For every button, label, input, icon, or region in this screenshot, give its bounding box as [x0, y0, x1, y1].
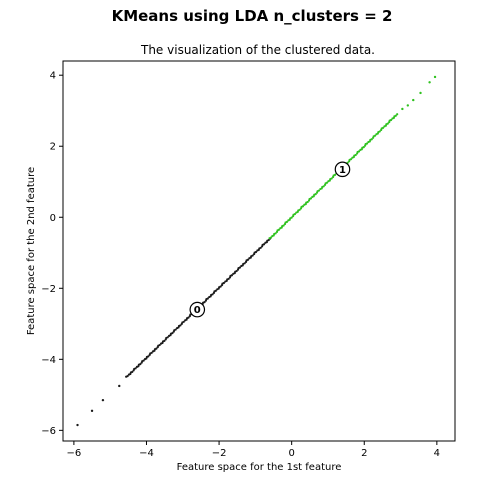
data-point-cluster-0: [134, 367, 137, 370]
data-point-cluster-0: [238, 266, 242, 269]
data-point-cluster-0: [163, 339, 166, 342]
data-point-cluster-1: [330, 177, 333, 180]
data-point-cluster-0: [101, 398, 105, 402]
data-point-cluster-0: [166, 336, 169, 339]
data-point-cluster-1: [373, 134, 377, 137]
data-point-cluster-1: [389, 118, 393, 122]
data-point-cluster-0: [187, 316, 190, 319]
data-point-cluster-1: [322, 185, 325, 188]
data-point-cluster-0: [267, 238, 270, 242]
data-point-cluster-0: [235, 269, 238, 273]
x-tick-label: 2: [361, 448, 367, 459]
data-point-cluster-1: [290, 216, 293, 219]
data-point-cluster-0: [227, 277, 230, 280]
data-point-cluster-1: [362, 146, 365, 149]
data-point-cluster-0: [230, 274, 234, 277]
data-point-cluster-0: [131, 370, 134, 373]
data-point-cluster-0: [203, 300, 206, 304]
data-point-cluster-1: [370, 138, 373, 141]
data-point-cluster-1: [274, 232, 277, 235]
y-tick-label: 4: [50, 71, 56, 82]
data-point-cluster-0: [76, 423, 79, 427]
data-point-cluster-0: [259, 246, 262, 249]
data-point-cluster-0: [211, 293, 214, 296]
data-point-cluster-1: [433, 75, 437, 79]
y-tick-label: 0: [50, 213, 56, 224]
data-point-cluster-0: [118, 384, 121, 388]
plot-marks: 01: [76, 75, 437, 427]
y-tick-label: −2: [41, 284, 56, 295]
data-point-cluster-1: [325, 181, 329, 184]
data-point-cluster-0: [251, 254, 254, 257]
centroid-marker-0: [189, 301, 206, 318]
data-point-cluster-1: [333, 173, 337, 176]
data-point-cluster-0: [179, 324, 182, 327]
data-point-cluster-1: [309, 197, 313, 200]
data-point-cluster-1: [381, 126, 385, 129]
data-point-cluster-1: [354, 153, 357, 157]
data-point-cluster-1: [314, 193, 317, 196]
data-point-cluster-1: [419, 91, 422, 95]
data-point-cluster-0: [206, 297, 209, 300]
plot-frame: [62, 60, 456, 442]
data-point-cluster-1: [282, 224, 285, 227]
data-point-cluster-1: [386, 122, 389, 125]
data-point-cluster-1: [285, 220, 289, 223]
data-point-cluster-0: [254, 250, 258, 254]
data-point-cluster-1: [301, 205, 305, 208]
data-point-cluster-0: [126, 374, 129, 378]
data-point-cluster-0: [246, 258, 250, 261]
data-point-cluster-1: [306, 200, 309, 204]
y-axis-label: Feature space for the 2nd feature: [26, 167, 37, 335]
data-point-cluster-0: [158, 343, 161, 347]
data-point-cluster-0: [174, 328, 177, 331]
data-point-cluster-0: [222, 281, 225, 285]
data-point-cluster-0: [142, 359, 145, 362]
data-point-cluster-1: [365, 142, 369, 145]
data-point-cluster-1: [406, 104, 410, 107]
data-point-cluster-0: [147, 355, 150, 358]
axis-ticks: −6 −4 −2 0 2 4 −6 −4 −2 0 2 4: [41, 71, 440, 459]
y-tick-label: −4: [41, 355, 56, 366]
figure-suptitle: KMeans using LDA n_clusters = 2: [112, 7, 393, 25]
data-point-cluster-0: [139, 363, 142, 366]
data-point-cluster-1: [293, 212, 297, 216]
data-point-cluster-0: [182, 320, 185, 323]
data-point-cluster-1: [378, 130, 381, 133]
data-point-cluster-1: [396, 113, 399, 116]
data-point-cluster-0: [219, 285, 222, 288]
x-tick-label: 0: [288, 448, 294, 459]
data-point-cluster-1: [357, 150, 361, 153]
data-point-cluster-1: [349, 158, 353, 161]
data-point-cluster-1: [401, 107, 404, 111]
data-point-cluster-0: [90, 409, 94, 413]
centroid-marker-1: [334, 161, 351, 178]
centroid-label-0: 0: [194, 305, 201, 316]
data-point-cluster-1: [269, 236, 273, 239]
y-tick-label: 2: [50, 142, 56, 153]
data-point-cluster-0: [214, 289, 217, 292]
data-point-cluster-1: [394, 114, 397, 117]
x-tick-label: −4: [139, 448, 154, 459]
x-tick-label: 4: [434, 448, 440, 459]
x-tick-label: −2: [212, 448, 227, 459]
data-point-cluster-1: [298, 208, 301, 211]
y-tick-label: −6: [41, 426, 56, 437]
x-tick-label: −6: [67, 448, 82, 459]
data-point-cluster-0: [171, 332, 174, 335]
data-point-cluster-1: [428, 81, 431, 84]
data-point-cluster-0: [262, 243, 266, 246]
chart-title: The visualization of the clustered data.: [140, 43, 375, 57]
centroid-label-1: 1: [339, 165, 346, 176]
x-axis-label: Feature space for the 1st feature: [177, 462, 342, 473]
data-point-cluster-1: [277, 228, 281, 231]
data-point-cluster-0: [150, 351, 153, 354]
data-point-cluster-1: [412, 98, 415, 102]
data-point-cluster-0: [243, 262, 246, 265]
data-point-cluster-0: [155, 347, 158, 350]
data-point-cluster-1: [317, 189, 321, 192]
